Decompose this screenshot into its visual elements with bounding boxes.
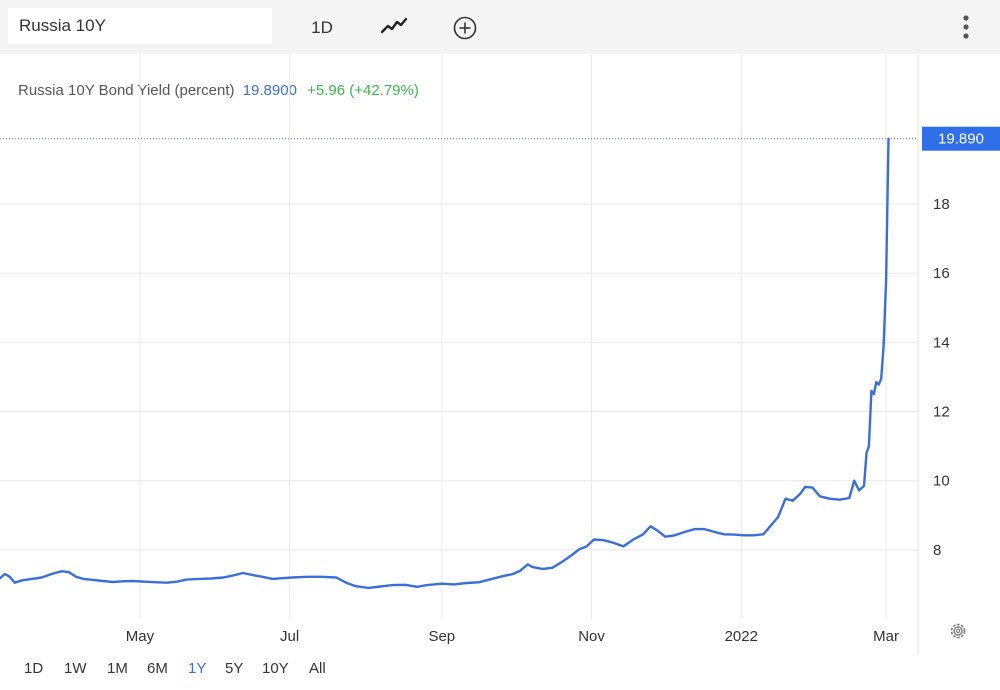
series-header: Russia 10Y Bond Yield (percent) 19.8900 … <box>18 82 419 99</box>
interval-button[interactable]: 1D <box>311 18 333 37</box>
x-tick-label: Jul <box>280 628 299 645</box>
range-button-10y[interactable]: 10Y <box>262 660 289 677</box>
range-button-5y[interactable]: 5Y <box>225 660 244 677</box>
grid <box>0 54 919 654</box>
x-tick-label: Sep <box>428 628 455 645</box>
y-tick-label: 8 <box>933 542 941 559</box>
y-tick-label: 12 <box>933 404 950 421</box>
range-button-1m[interactable]: 1M <box>107 660 128 677</box>
y-tick-label: 16 <box>933 265 950 282</box>
y-tick-label: 18 <box>933 196 950 213</box>
line-chart-icon[interactable] <box>380 16 408 43</box>
series-value: 19.8900 <box>242 82 297 99</box>
more-vertical-icon[interactable] <box>958 13 974 46</box>
range-button-all[interactable]: All <box>309 660 326 677</box>
x-tick-label: 2022 <box>725 628 758 645</box>
x-tick-label: Mar <box>873 628 899 645</box>
x-tick-label: May <box>126 628 155 645</box>
y-tick-label: 14 <box>933 334 950 351</box>
gear-icon[interactable] <box>948 621 968 646</box>
series-line-group <box>0 137 890 590</box>
x-axis: May Jul Sep Nov 2022 Mar <box>126 628 899 645</box>
range-button-1d[interactable]: 1D <box>24 660 44 677</box>
plus-circle-icon[interactable] <box>452 15 478 46</box>
series-line <box>0 137 890 590</box>
last-price-label: 19.890 <box>938 131 984 148</box>
last-price-badge <box>922 126 1000 151</box>
toolbar: 1D <box>0 0 1000 54</box>
y-axis: 8 10 12 14 16 18 <box>933 196 950 559</box>
symbol-search-input[interactable] <box>8 8 272 44</box>
line-chart[interactable]: 8 10 12 14 16 18 May Jul Sep Nov 2022 Mar 19.890 <box>0 54 1000 654</box>
x-tick-label: Nov <box>578 628 605 645</box>
range-selector: 1D 1W 1M 6M 1Y 5Y 10Y All <box>0 660 400 680</box>
range-button-1w[interactable]: 1W <box>64 660 87 677</box>
y-tick-label: 10 <box>933 473 950 490</box>
range-button-1y[interactable]: 1Y <box>188 660 207 677</box>
range-button-6m[interactable]: 6M <box>147 660 168 677</box>
series-change: +5.96 (+42.79%) <box>307 82 419 99</box>
last-price: 19.890 <box>0 126 1000 151</box>
series-name: Russia 10Y Bond Yield (percent) <box>18 82 235 99</box>
